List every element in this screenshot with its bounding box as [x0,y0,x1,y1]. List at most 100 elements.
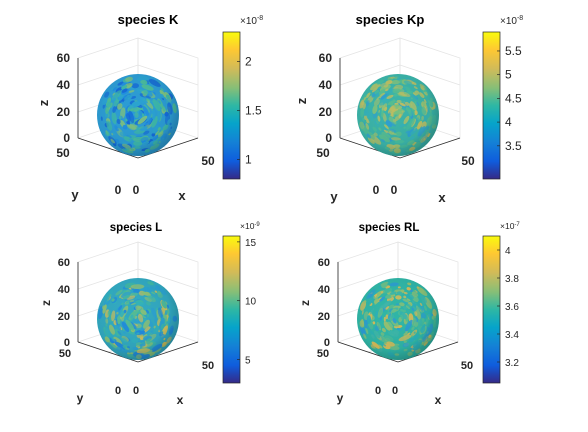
colorbar-tick-label: 1 [245,152,252,166]
z-ticks: 0 20 40 60 [58,257,70,349]
colorbar-tick-label: 1.5 [245,103,262,117]
z-axis-label: z [36,99,51,106]
grid-z-40 [77,64,199,86]
colorbar-exponent: ×10-8 [240,15,263,27]
colorbar-bar [222,31,241,180]
floor-front [77,137,199,159]
x-tick-label: 50 [461,154,475,168]
z-tick-label: 20 [318,311,330,323]
y-tick-label: 50 [316,146,330,160]
chart-title: species K [118,12,179,27]
subplot-species-l: species L 0 20 40 60 z 50 0 0 50 y x [39,221,260,407]
sphere-shade [357,74,439,156]
colorbar-tick-label: 4 [505,115,512,129]
colorbar-tick-label: 3.4 [505,330,519,341]
colorbar-tick-label: 10 [245,297,257,308]
x-tick-label: 0 [133,385,139,397]
x-tick-label: 0 [391,183,398,197]
sphere-surface [97,278,179,360]
x-tick-label: 50 [201,154,215,168]
colorbar-tick-label: 4 [505,246,511,257]
colorbar-ticks: 3.2 3.4 3.6 3.8 4 [497,246,519,369]
y-tick-label: 0 [375,385,381,397]
z-tick-label: 40 [58,284,70,296]
sphere-surface [357,74,439,156]
grid-z-40 [339,64,461,86]
y-axis-label: y [330,189,338,204]
x-axis-label: x [435,393,442,407]
x-tick-label: 50 [461,360,473,372]
colorbar-tick-label: 3.6 [505,302,519,313]
sphere-shade [357,278,439,360]
colorbar-tick-label: 15 [245,238,257,249]
y-axis-label: y [337,391,344,405]
chart-title: species Kp [356,12,425,27]
z-axis-label: z [294,97,309,104]
colorbar-tick-label: 3.2 [505,358,519,369]
colorbar-ticks: 3.5 4 4.5 5 5.5 [497,44,522,153]
chart-title: species RL [359,222,420,234]
z-ticks: 0 20 40 60 [57,51,71,145]
floor-front [77,341,199,363]
z-axis-label: z [298,300,312,306]
z-tick-label: 40 [57,78,71,92]
x-axis-label: x [438,190,446,205]
floor-front [337,341,459,363]
x-axis-label: x [178,188,186,203]
y-tick-label: 0 [115,385,121,397]
colorbar-bar [482,235,501,384]
y-axis-label: y [77,391,84,405]
sphere-surface [97,74,179,156]
colorbar-tick-label: 5 [505,68,512,82]
colorbar-tick-label: 5 [245,355,251,366]
z-tick-label: 0 [325,131,332,145]
z-tick-label: 20 [319,105,333,119]
x-tick-label: 50 [202,360,214,372]
z-ticks: 0 20 40 60 [319,51,333,145]
z-tick-label: 0 [63,131,70,145]
grid-z-40 [337,268,459,290]
colorbar: ×10-9 5 10 15 [222,221,260,384]
colorbar: ×10-8 11.52 [222,15,263,180]
colorbar-bar [222,235,241,384]
z-tick-label: 40 [319,78,333,92]
z-tick-label: 0 [324,337,330,349]
subplot-species-k: species K 0 20 40 60 z 50 0 0 50 y x [36,12,263,203]
colorbar: ×10-8 3.5 4 4.5 5 5.5 [482,15,523,180]
y-tick-label: 0 [373,183,380,197]
subplot-species-kp: species Kp 0 20 40 60 z 50 0 0 50 y x [294,12,523,205]
z-tick-label: 60 [58,257,70,269]
colorbar-exponent: ×10-7 [500,221,520,231]
x-axis-label: x [177,393,184,407]
colorbar-tick-label: 3.8 [505,274,519,285]
colorbar-tick-label: 2 [245,54,252,68]
colorbar-tick-label: 3.5 [505,139,522,153]
z-tick-label: 40 [318,284,330,296]
sphere-shade [97,278,179,360]
colorbar-tick-label: 4.5 [505,91,522,105]
y-axis-label: y [71,187,79,202]
z-tick-label: 60 [319,51,333,65]
floor-front [339,137,461,159]
colorbar-ticks: 11.52 [237,54,262,166]
z-axis-label: z [39,300,53,306]
z-tick-label: 0 [64,337,70,349]
y-tick-label: 50 [59,348,71,360]
x-tick-label: 0 [133,183,140,197]
colorbar-bar [482,31,501,180]
colorbar-exponent: ×10-8 [500,15,523,27]
subplot-species-rl: species RL 0 20 40 60 z 50 0 0 50 y x [298,221,520,407]
colorbar-tick-label: 5.5 [505,44,522,58]
z-tick-label: 20 [58,311,70,323]
z-tick-label: 60 [318,257,330,269]
z-tick-label: 20 [57,105,71,119]
y-tick-label: 50 [56,146,70,160]
grid-z-40 [77,268,199,290]
colorbar-exponent: ×10-9 [240,221,260,231]
sphere-shade [97,74,179,156]
y-tick-label: 0 [115,183,122,197]
z-ticks: 0 20 40 60 [318,257,330,349]
x-tick-label: 0 [392,385,398,397]
sphere-surface [357,278,439,360]
